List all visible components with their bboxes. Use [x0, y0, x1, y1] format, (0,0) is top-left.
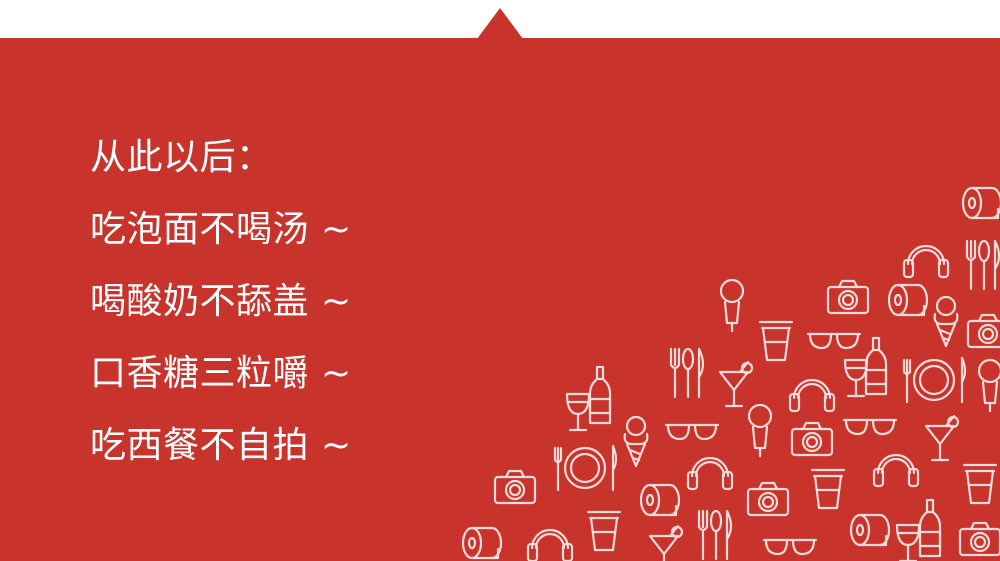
ice-cream-icon: [623, 415, 649, 468]
cup-icon: [962, 463, 998, 505]
red-banner: [0, 38, 1000, 561]
headphones-icon: [902, 244, 950, 279]
rule-line-3: 口香糖三粒嚼 ~: [90, 353, 352, 394]
cutlery-icon: [697, 509, 733, 561]
cutlery-icon: [965, 239, 1000, 291]
rule-line-1: 吃泡面不喝汤 ~: [90, 209, 352, 250]
plate-icon: [902, 356, 967, 404]
headphones-icon: [526, 528, 574, 561]
cup-icon: [758, 320, 794, 362]
toilet-roll-icon: [461, 526, 503, 560]
text-block: 从此以后： 吃泡面不喝汤 ~ 喝酸奶不舔盖 ~ 口香糖三粒嚼 ~ 吃西餐不自拍 …: [90, 122, 352, 482]
sunglasses-icon: [806, 332, 862, 350]
cocktail-icon: [718, 360, 754, 408]
cocktail-icon: [648, 524, 684, 561]
wine-glass-icon: [895, 523, 921, 561]
sunglasses-icon: [664, 423, 720, 441]
toilet-roll-icon: [639, 483, 681, 517]
banner-notch: [477, 8, 523, 39]
toilet-roll-icon: [887, 283, 929, 317]
camera-icon: [790, 421, 834, 457]
ice-cream-icon: [933, 295, 959, 348]
wine-glass-icon: [565, 392, 591, 432]
sunglasses-icon: [842, 418, 898, 436]
rule-line-2: 喝酸奶不舔盖 ~: [90, 281, 352, 322]
sunglasses-icon: [762, 538, 818, 556]
microphone-icon: [747, 403, 773, 458]
microphone-icon: [977, 358, 1000, 413]
wine-bottle-icon: [864, 336, 888, 396]
cocktail-icon: [924, 414, 960, 462]
headphones-icon: [788, 378, 836, 413]
toilet-roll-icon: [849, 513, 891, 547]
camera-icon: [493, 469, 537, 505]
wine-glass-icon: [843, 358, 869, 398]
microphone-icon: [719, 278, 745, 333]
camera-icon: [746, 481, 790, 517]
headphones-icon: [872, 453, 920, 488]
headphones-icon: [686, 456, 734, 491]
rule-line-4: 吃西餐不自拍 ~: [90, 425, 352, 466]
camera-icon: [826, 279, 870, 315]
toilet-roll-icon: [961, 186, 1000, 220]
camera-icon: [966, 313, 1000, 349]
food-icons-pattern: [461, 186, 1000, 561]
wine-bottle-icon: [918, 498, 942, 558]
cutlery-icon: [669, 347, 705, 399]
plate-icon: [553, 444, 618, 492]
heading-line: 从此以后：: [90, 137, 273, 178]
wine-bottle-icon: [588, 365, 612, 425]
camera-icon: [958, 521, 1000, 557]
cup-icon: [810, 468, 846, 510]
cup-icon: [586, 510, 622, 552]
